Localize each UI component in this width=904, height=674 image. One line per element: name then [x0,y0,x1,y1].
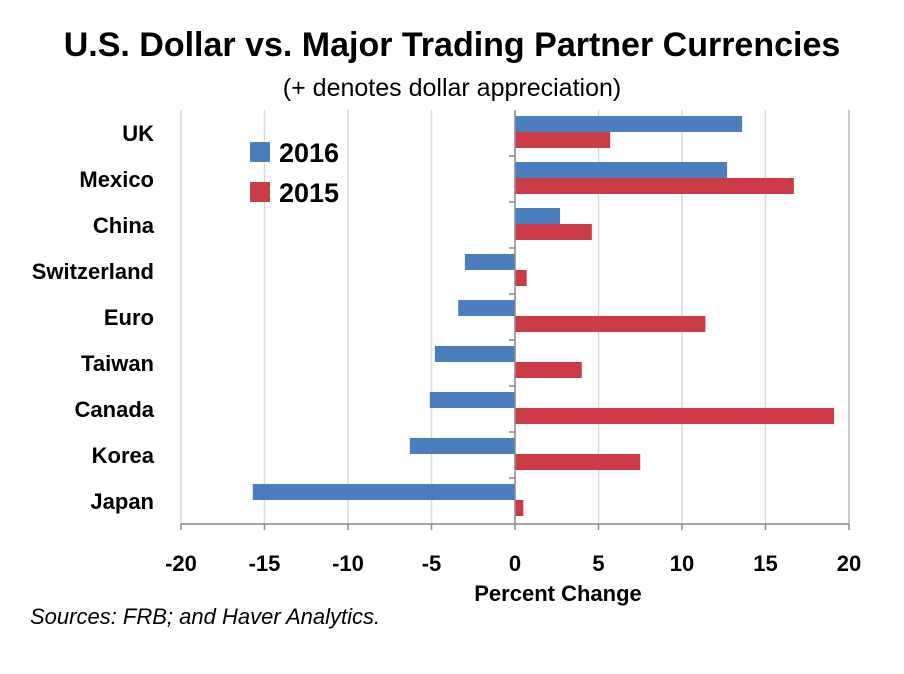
x-tick-label: -15 [249,551,281,576]
bar-2016-switzerland [464,254,515,270]
category-label: UK [122,121,154,146]
category-label: Korea [92,443,155,468]
bar-2015-japan [515,500,524,516]
category-label: Canada [75,397,155,422]
bar-2016-korea [409,438,515,454]
x-axis-label: Percent Change [474,581,642,606]
bar-2016-uk [515,116,743,132]
x-tick-label: -20 [165,551,197,576]
x-tick-label: -5 [422,551,442,576]
bar-2015-korea [515,454,641,470]
legend-label-2015: 2015 [279,178,339,208]
category-label: Switzerland [32,259,154,284]
bar-2015-uk [515,132,611,148]
x-tick-label: 20 [837,551,861,576]
chart-title: U.S. Dollar vs. Major Trading Partner Cu… [63,26,841,64]
bar-2015-taiwan [515,362,582,378]
category-label: Mexico [79,167,154,192]
legend-swatch-2016 [250,142,270,162]
source-note: Sources: FRB; and Haver Analytics. [30,604,381,629]
x-tick-label: 10 [670,551,694,576]
legend-label-2016: 2016 [279,138,339,168]
bar-2016-china [515,208,561,224]
bar-2015-mexico [515,178,794,194]
chart-subtitle: (+ denotes dollar appreciation) [282,74,622,102]
bar-2016-canada [429,392,515,408]
x-tick-label: 15 [753,551,777,576]
x-tick-label: -10 [332,551,364,576]
bar-2015-canada [515,408,834,424]
bar-2016-japan [252,484,515,500]
category-label: Taiwan [81,351,154,376]
category-label: China [93,213,155,238]
category-label: Japan [90,489,154,514]
bar-2016-euro [458,300,515,316]
bar-2015-euro [515,316,706,332]
category-label: Euro [104,305,154,330]
bar-2016-taiwan [434,346,515,362]
x-tick-label: 5 [592,551,604,576]
bar-2015-switzerland [515,270,527,286]
legend-swatch-2015 [250,182,270,202]
x-tick-label: 0 [509,551,521,576]
bar-2015-china [515,224,592,240]
bar-2016-mexico [515,162,728,178]
